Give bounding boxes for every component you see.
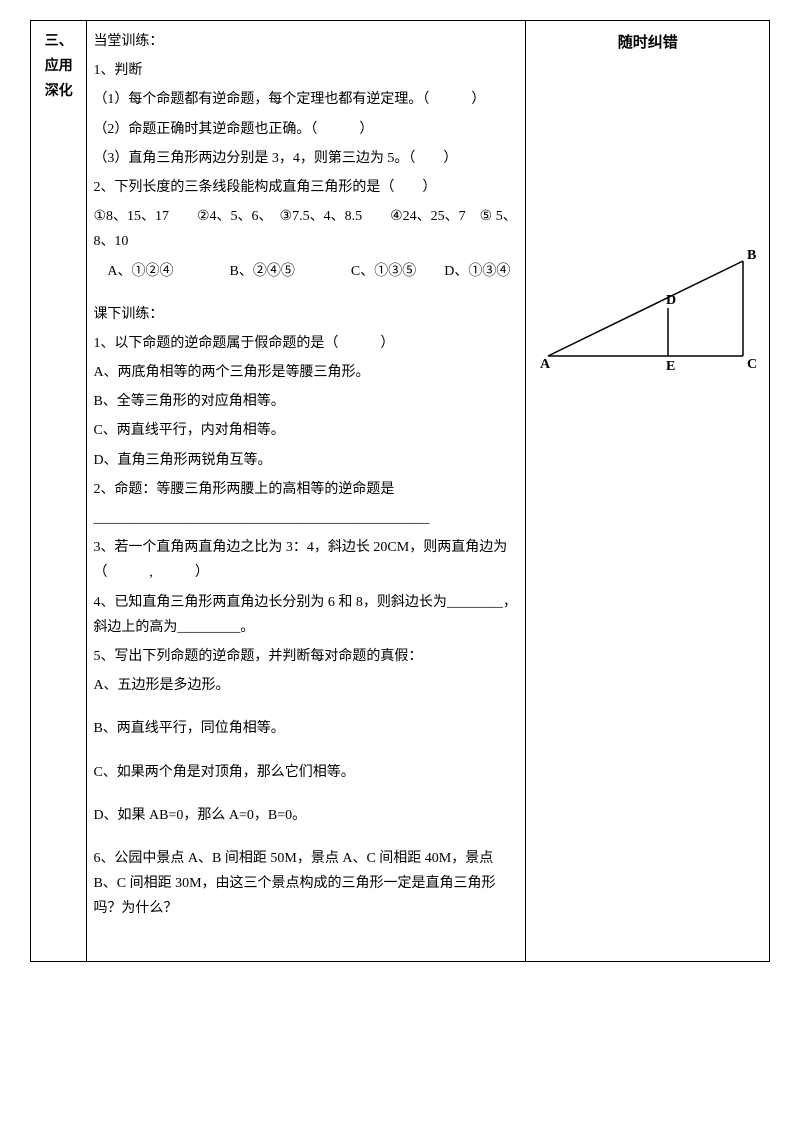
s2q5-b: B、两直线平行，同位角相等。 (93, 716, 519, 741)
section2-heading: 课下训练： (93, 302, 519, 327)
s2q2-blank: ________________________________________… (93, 506, 519, 531)
s2q1-title: 1、以下命题的逆命题属于假命题的是（ ） (93, 331, 519, 356)
q2-choices: A、①②④ B、②④⑤ C、①③⑤ D、①③④ (93, 259, 519, 284)
q1-item3: （3）直角三角形两边分别是 3，4，则第三边为 5。（ ） (93, 146, 519, 171)
q2-title: 2、下列长度的三条线段能构成直角三角形的是（ ） (93, 175, 519, 200)
q2-options: ①8、15、17 ②4、5、6、 ③7.5、4、8.5 ④24、25、7 ⑤ 5… (93, 204, 519, 254)
worksheet-table: 三、 应用 深化 当堂训练： 1、判断 （1）每个命题都有逆命题，每个定理也都有… (30, 20, 770, 962)
section-label-3: 深化 (37, 79, 80, 104)
triangle-svg: A B C D E (538, 246, 758, 376)
q1-item2: （2）命题正确时其逆命题也正确。（ ） (93, 117, 519, 142)
s2q5-title: 5、写出下列命题的逆命题，并判断每对命题的真假： (93, 644, 519, 669)
section-label-1: 三、 (37, 29, 80, 54)
s2q1-b: B、全等三角形的对应角相等。 (93, 389, 519, 414)
section1-heading: 当堂训练： (93, 29, 519, 54)
right-title: 随时纠错 (532, 29, 763, 56)
svg-text:B: B (747, 248, 756, 263)
q1-item1: （1）每个命题都有逆命题，每个定理也都有逆定理。（ ） (93, 87, 519, 112)
s2q5-c: C、如果两个角是对顶角，那么它们相等。 (93, 760, 519, 785)
left-column: 三、 应用 深化 (31, 21, 87, 962)
s2q5-d: D、如果 AB=0，那么 A=0，B=0。 (93, 803, 519, 828)
right-column: 随时纠错 A B C D E (526, 21, 770, 962)
svg-text:E: E (666, 359, 675, 374)
s2q4: 4、已知直角三角形两直角边长分别为 6 和 8，则斜边长为________，斜边… (93, 590, 519, 640)
s2q1-d: D、直角三角形两锐角互等。 (93, 448, 519, 473)
s2q3: 3、若一个直角两直角边之比为 3：4，斜边长 20CM，则两直角边为（ , ） (93, 535, 519, 585)
svg-text:C: C (747, 357, 757, 372)
section-label-2: 应用 (37, 54, 80, 79)
q1-title: 1、判断 (93, 58, 519, 83)
s2q1-a: A、两底角相等的两个三角形是等腰三角形。 (93, 360, 519, 385)
s2q1-c: C、两直线平行，内对角相等。 (93, 418, 519, 443)
triangle-diagram: A B C D E (532, 246, 763, 376)
s2q2: 2、命题：等腰三角形两腰上的高相等的逆命题是 (93, 477, 519, 502)
s2q6: 6、公园中景点 A、B 间相距 50M，景点 A、C 间相距 40M，景点 B、… (93, 846, 519, 922)
svg-text:A: A (540, 357, 551, 372)
svg-text:D: D (666, 293, 676, 308)
middle-column: 当堂训练： 1、判断 （1）每个命题都有逆命题，每个定理也都有逆定理。（ ） （… (87, 21, 526, 962)
s2q5-a: A、五边形是多边形。 (93, 673, 519, 698)
